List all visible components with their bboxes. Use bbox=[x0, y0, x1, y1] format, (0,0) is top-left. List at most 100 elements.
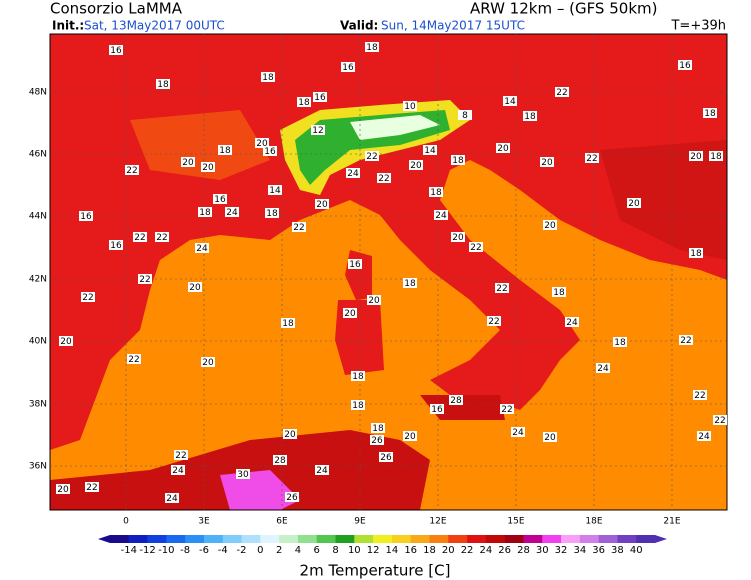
station-box bbox=[273, 455, 287, 465]
lon-label: 15E bbox=[507, 517, 524, 527]
lead-time: T=+39h bbox=[670, 19, 726, 34]
station-value: 24 bbox=[512, 428, 524, 438]
station-value: 24 bbox=[196, 244, 208, 254]
station-box bbox=[496, 143, 510, 153]
colorbar-bin bbox=[485, 535, 505, 543]
station-box bbox=[351, 371, 365, 381]
station-box bbox=[370, 435, 384, 445]
station-value: 20 bbox=[316, 200, 328, 210]
colorbar-bin bbox=[448, 535, 468, 543]
station-box bbox=[281, 318, 295, 328]
station-box bbox=[79, 211, 93, 221]
colorbar-bin bbox=[335, 535, 355, 543]
station-value: 28 bbox=[274, 456, 286, 466]
station-box bbox=[346, 168, 360, 178]
colorbar-bin bbox=[373, 535, 393, 543]
colorbar-bin bbox=[504, 535, 524, 543]
colorbar-bin bbox=[222, 535, 242, 543]
station-value: 22 bbox=[156, 233, 167, 243]
station-value: 20 bbox=[202, 163, 214, 173]
colorbar-label: -14 bbox=[121, 545, 137, 556]
station-value: 18 bbox=[282, 319, 294, 329]
station-value: 22 bbox=[82, 293, 93, 303]
station-value: 24 bbox=[597, 364, 609, 374]
station-box bbox=[596, 363, 610, 373]
colorbar-bin bbox=[279, 535, 299, 543]
station-value: 18 bbox=[372, 424, 384, 434]
station-box bbox=[125, 165, 139, 175]
colorbar-label: -6 bbox=[199, 545, 209, 556]
station-box bbox=[409, 160, 423, 170]
station-box bbox=[201, 357, 215, 367]
colorbar-label: 20 bbox=[442, 545, 455, 556]
colorbar-label: 18 bbox=[423, 545, 436, 556]
station-box bbox=[713, 415, 727, 425]
station-box bbox=[59, 336, 73, 346]
station-value: 26 bbox=[286, 493, 298, 503]
station-value: 22 bbox=[378, 174, 389, 184]
colorbar-label: 12 bbox=[367, 545, 380, 556]
station-value: 8 bbox=[462, 111, 468, 121]
colorbar-bin bbox=[542, 535, 562, 543]
station-box bbox=[423, 145, 437, 155]
station-box bbox=[85, 482, 99, 492]
lon-label: 6E bbox=[276, 517, 288, 527]
station-box bbox=[429, 187, 443, 197]
station-box bbox=[555, 87, 569, 97]
station-value: 16 bbox=[314, 93, 326, 103]
station-box bbox=[292, 222, 306, 232]
station-box bbox=[703, 108, 717, 118]
station-box bbox=[109, 45, 123, 55]
lon-label: 12E bbox=[429, 517, 446, 527]
station-value: 22 bbox=[139, 275, 150, 285]
station-box bbox=[540, 157, 554, 167]
station-box bbox=[165, 493, 179, 503]
station-box bbox=[430, 404, 444, 414]
station-box bbox=[689, 248, 703, 258]
station-box bbox=[133, 232, 147, 242]
station-box bbox=[348, 259, 362, 269]
station-value: 16 bbox=[110, 241, 122, 251]
station-value: 20 bbox=[541, 158, 553, 168]
station-box bbox=[315, 465, 329, 475]
station-value: 14 bbox=[504, 97, 516, 107]
station-value: 24 bbox=[316, 466, 328, 476]
colorbar-bin bbox=[410, 535, 430, 543]
station-value: 20 bbox=[497, 144, 509, 154]
station-value: 24 bbox=[566, 318, 578, 328]
colorbar-label: 30 bbox=[536, 545, 549, 556]
station-value: 22 bbox=[694, 391, 705, 401]
colorbar-label: 34 bbox=[573, 545, 586, 556]
station-box bbox=[627, 198, 641, 208]
station-box bbox=[379, 452, 393, 462]
station-value: 22 bbox=[714, 416, 725, 426]
colorbar-bin bbox=[617, 535, 637, 543]
init-time: Sat, 13May2017 00UTC bbox=[84, 19, 225, 33]
station-value: 30 bbox=[237, 470, 249, 480]
station-value: 22 bbox=[128, 355, 139, 365]
station-value: 16 bbox=[679, 61, 691, 71]
colorbar-label: 28 bbox=[517, 545, 530, 556]
lat-label: 36N bbox=[29, 462, 47, 472]
colorbar-bin bbox=[166, 535, 186, 543]
station-value: 26 bbox=[371, 436, 383, 446]
station-box bbox=[265, 208, 279, 218]
colorbar-bin bbox=[636, 535, 656, 543]
station-value: 18 bbox=[452, 156, 464, 166]
station-box bbox=[403, 431, 417, 441]
colorbar-bin bbox=[185, 535, 205, 543]
station-box bbox=[213, 194, 227, 204]
station-box bbox=[434, 210, 448, 220]
station-value: 18 bbox=[366, 43, 378, 53]
lat-label: 38N bbox=[29, 400, 47, 410]
colorbar-label: -10 bbox=[158, 545, 174, 556]
station-value: 24 bbox=[166, 494, 178, 504]
colorbar-title: 2m Temperature [C] bbox=[300, 562, 451, 580]
colorbar-label: 2 bbox=[276, 545, 282, 556]
station-value: 16 bbox=[80, 212, 92, 222]
station-box bbox=[709, 151, 723, 161]
lon-label: 9E bbox=[354, 517, 366, 527]
station-value: 20 bbox=[344, 309, 356, 319]
station-box bbox=[138, 274, 152, 284]
lon-label: 3E bbox=[198, 517, 210, 527]
